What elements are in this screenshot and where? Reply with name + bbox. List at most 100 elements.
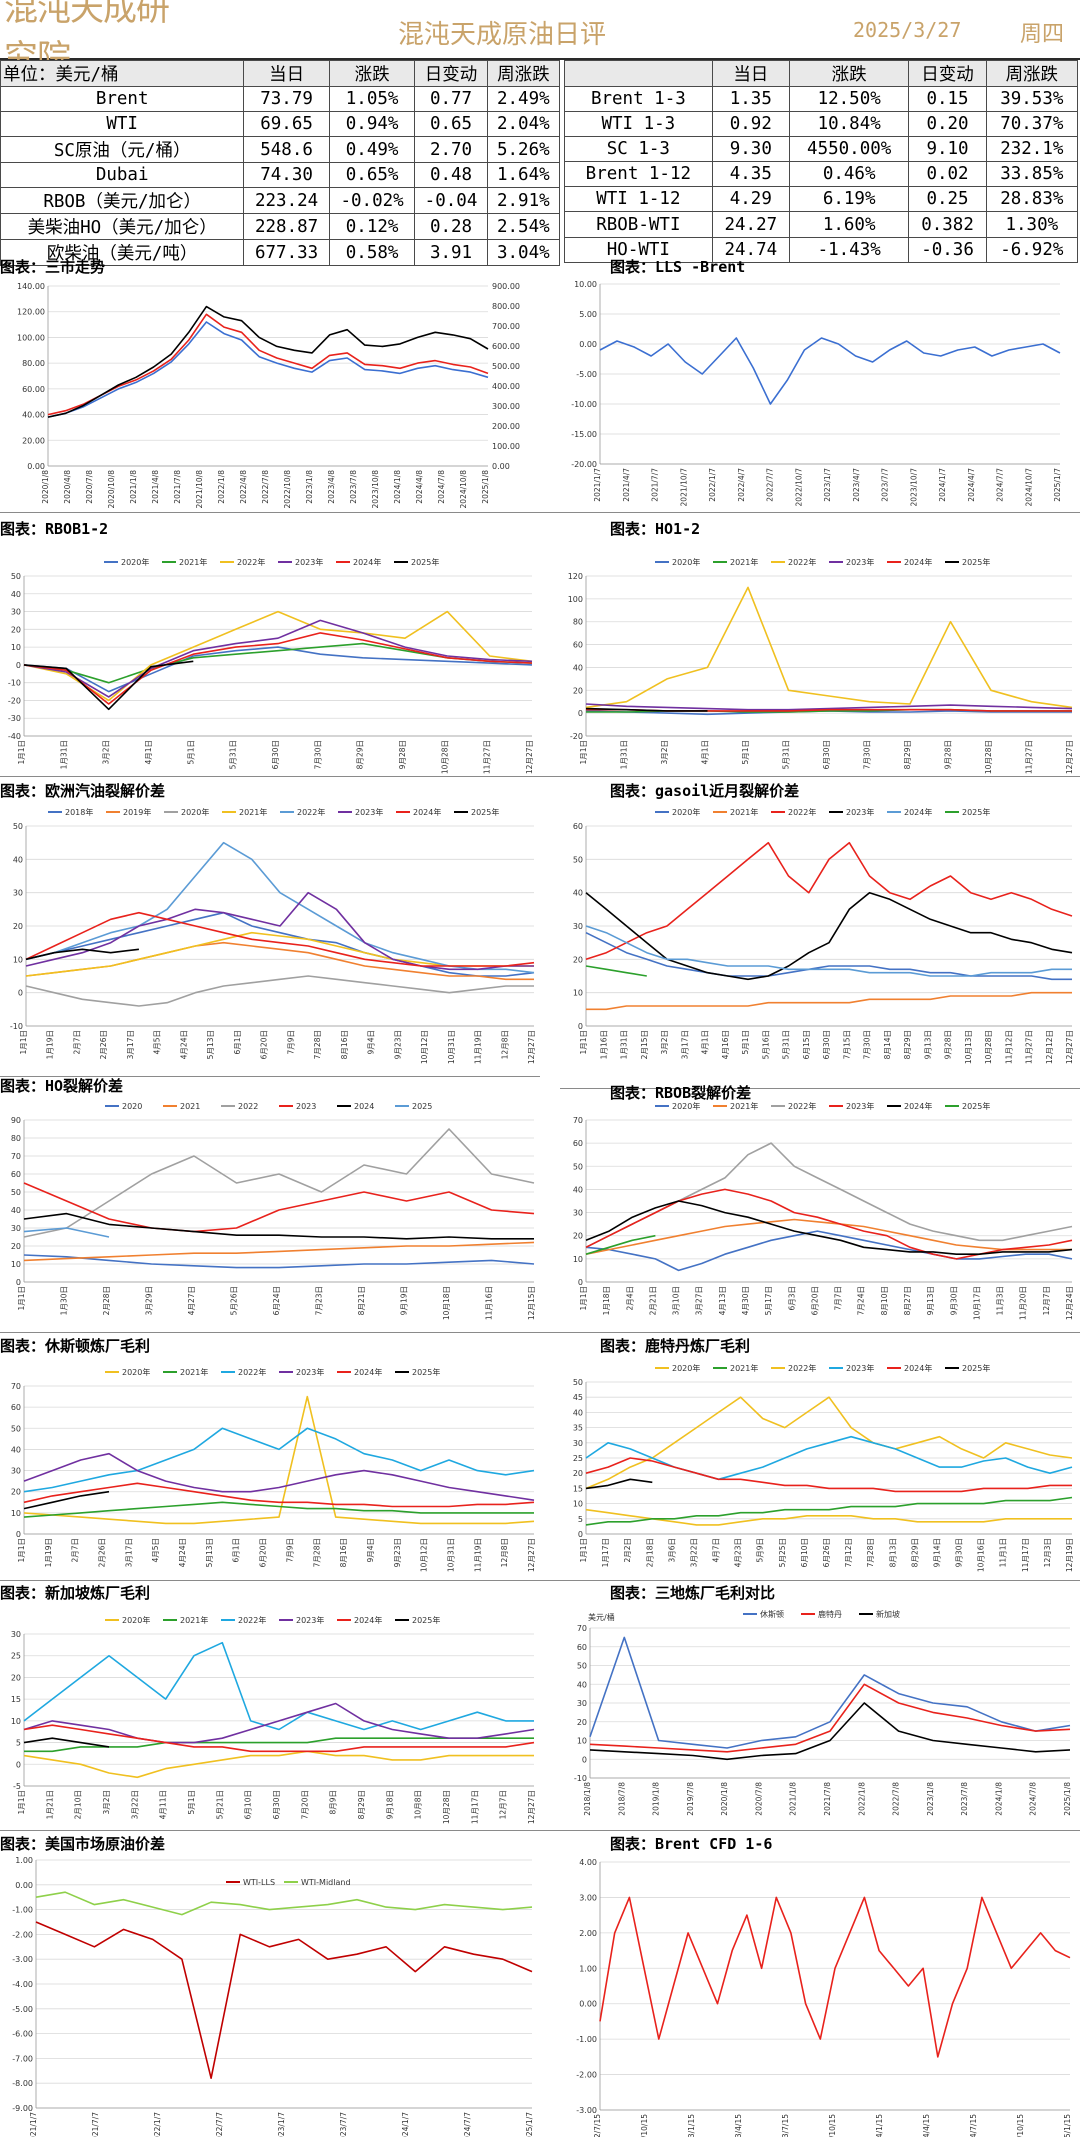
legend-label: 2023年: [355, 807, 383, 817]
legend-label: 2023年: [295, 557, 323, 567]
y-tick-label: -5: [13, 1782, 21, 1791]
x-tick-label: 1月1日: [579, 1030, 588, 1055]
y-tick-label: 20: [13, 922, 23, 931]
series-line: [585, 1496, 1073, 1526]
legend-label: 2024年: [904, 1101, 932, 1111]
x-tick-label: 7月9日: [286, 1030, 295, 1055]
y-tick-label: 10: [13, 955, 23, 964]
legend-label: 2023年: [846, 1363, 874, 1373]
x-tick-label: 6月20日: [810, 1286, 819, 1315]
table-cell: 0.382: [908, 211, 987, 238]
y-tick-label: 50: [11, 1188, 21, 1197]
section-divider: [0, 776, 1080, 777]
x-tick-label: 12月8日: [500, 1538, 509, 1567]
chart-c1: 140.00 120.00 100.00 80.00 60.00 40.00 20.00 0.…: [17, 282, 520, 509]
y-tick-label: 4.00: [579, 1858, 597, 1867]
table-cell: 24.74: [711, 236, 790, 263]
series-line: [589, 1683, 1071, 1753]
y-tick-label: 120: [568, 572, 583, 581]
y-tick-label: 60: [577, 1643, 587, 1652]
legend-label: 2021年: [730, 1101, 758, 1111]
series-line: [585, 965, 647, 977]
section-divider: [0, 1580, 1080, 1581]
x-tick-label: 4月30日: [741, 1286, 750, 1315]
x-tick-label: 12月8日: [500, 1030, 509, 1059]
series-line: [585, 841, 1073, 961]
x-tick-label: 1月16日: [599, 1030, 608, 1059]
y-tick-label: 40: [573, 889, 583, 898]
legend-label: 2022年: [788, 1101, 816, 1111]
y-tick-label: -4.00: [12, 1980, 33, 1989]
x-tick-label: 7月30日: [863, 1030, 872, 1059]
legend-label: 2021年: [239, 807, 267, 817]
table-cell: -0.02%: [328, 187, 416, 215]
x-tick-label: 8月16日: [340, 1030, 349, 1059]
x-tick-label: 2019/1/8: [652, 1782, 661, 1816]
legend-label: 2021年: [730, 1363, 758, 1373]
x-tick-label: 8月29日: [903, 740, 912, 769]
y2-tick-label: 600.00: [492, 342, 520, 351]
table-row: WTI 1-3 0.92 10.84% 0.20 70.37%: [564, 111, 1079, 138]
x-tick-label: 2月4日: [625, 1286, 634, 1311]
series-line: [23, 642, 533, 684]
legend-label: 2023年: [296, 1615, 324, 1625]
table-cell: 0.65: [414, 111, 488, 138]
x-tick-label: 2022/4/8: [239, 470, 248, 504]
y-tick-label: 40: [13, 855, 23, 864]
series-line: [23, 1482, 535, 1508]
y-tick-label: -20: [8, 696, 21, 705]
y-tick-label: 25: [573, 1454, 583, 1463]
series-line: [23, 1241, 535, 1262]
legend-label: 2021年: [730, 807, 758, 817]
x-tick-label: 2024/1/8: [393, 470, 402, 504]
legend-label: 2024: [354, 1102, 374, 1111]
series-line: [585, 925, 1072, 977]
table-cell: 0.25: [908, 186, 987, 213]
legend-label: 2022年: [237, 557, 265, 567]
y2-tick-label: 700.00: [492, 322, 520, 331]
x-tick-label: 6月30日: [822, 740, 831, 769]
table-row: Brent 1-3 1.35 12.50% 0.15 39.53%: [564, 85, 1079, 113]
x-tick-label: 8月16日: [339, 1538, 348, 1567]
legend-label: 2024年: [354, 1367, 382, 1377]
y-tick-label: 45: [573, 1393, 583, 1402]
series-line: [589, 1702, 1071, 1761]
legend-label: 2025年: [962, 1363, 990, 1373]
report-date: 2025/3/27: [853, 18, 962, 42]
y-tick-label: 20: [11, 625, 21, 634]
x-tick-label: 10月28日: [984, 1030, 993, 1064]
y-tick-label: -10: [8, 679, 21, 688]
x-tick-label: 2024/1/15: [875, 2114, 884, 2137]
table-cell: 12.50%: [788, 85, 910, 113]
legend-label: 2025年: [411, 557, 439, 567]
y-tick-label: 0: [578, 1022, 583, 1031]
series-line: [25, 891, 534, 971]
x-tick-label: 4月16日: [721, 1030, 730, 1059]
y-tick-label: 20: [573, 1232, 583, 1241]
table-cell: 2.49%: [486, 85, 561, 113]
table-cell: 228.87: [243, 213, 330, 241]
y-tick-label: 0: [16, 1278, 21, 1287]
y-tick-label: 20: [573, 1469, 583, 1478]
legend-label: 2021年: [179, 557, 207, 567]
x-tick-label: 10月8日: [414, 1790, 423, 1819]
x-tick-label: 2023/10/8: [371, 470, 380, 509]
x-tick-label: 2023/4/15: [734, 2114, 743, 2137]
legend-label: 2023年: [846, 1101, 874, 1111]
series-line: [589, 1636, 1071, 1749]
x-tick-label: 1月1日: [17, 740, 26, 765]
y-tick-label: 10: [11, 643, 21, 652]
series-line: [25, 841, 535, 974]
x-tick-label: 9月28日: [398, 740, 407, 769]
chart-title: 图表：HO裂解价差: [0, 1077, 124, 1095]
x-tick-label: 11月19日: [474, 1030, 483, 1064]
y-tick-label: 0: [578, 1530, 583, 1539]
table-cell: 0.77: [414, 85, 488, 113]
table-row: RBOB-WTI 24.27 1.60% 0.382 1.30%: [564, 211, 1079, 238]
y-tick-label: 10: [11, 1260, 21, 1269]
x-tick-label: 2020/10/8: [107, 470, 116, 509]
series-line: [23, 1702, 535, 1744]
